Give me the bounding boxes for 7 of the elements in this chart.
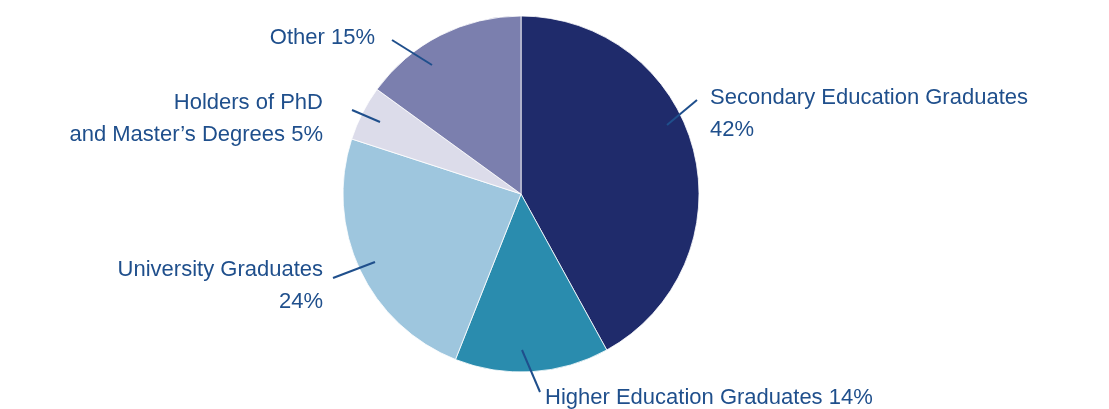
data-label: 24% [278,288,323,313]
slice-label: University Graduates [117,256,323,281]
data-label: 42% [710,116,755,141]
slice-label: Higher Education Graduates 14% [545,384,873,409]
slice-label: Holders of PhD and Master’s Degrees 5% [69,89,323,146]
slice-label: Secondary Education Graduates [710,84,1028,109]
slice-label: Other 15% [269,24,375,49]
